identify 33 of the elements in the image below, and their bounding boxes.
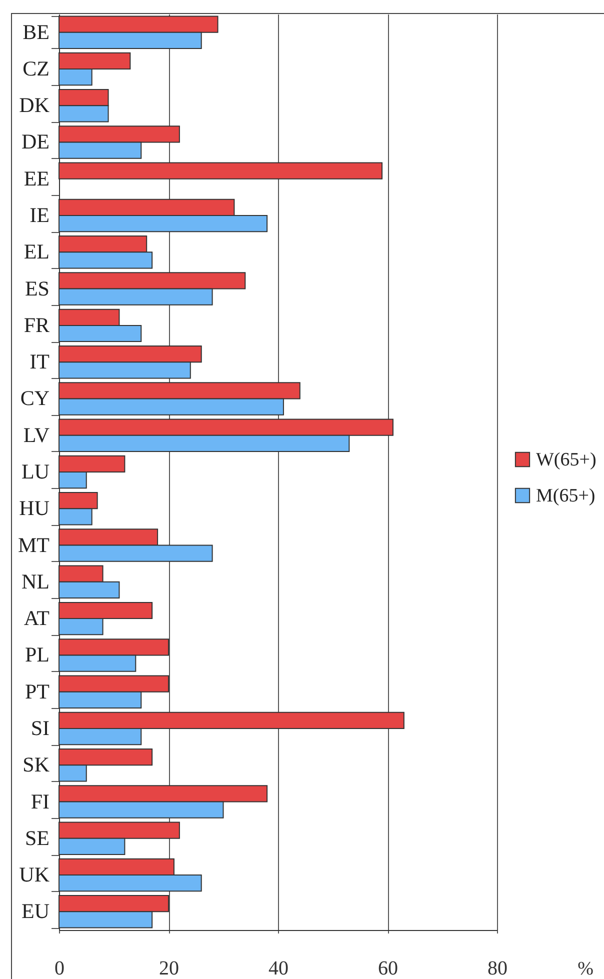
y-tick-label: SE bbox=[24, 826, 50, 850]
y-tick-label: FR bbox=[24, 312, 50, 337]
x-tick-label: 60 bbox=[378, 958, 398, 979]
y-tick-label: LV bbox=[23, 422, 50, 447]
y-tick-label: SK bbox=[22, 752, 50, 777]
y-tick-label: MT bbox=[18, 532, 50, 557]
y-tick-label: CY bbox=[20, 386, 50, 410]
x-tick-label: 80 bbox=[488, 958, 508, 979]
y-tick-label: PT bbox=[24, 679, 50, 704]
y-tick-label: DK bbox=[19, 93, 50, 118]
y-tick-label: LU bbox=[22, 460, 50, 484]
y-tick-label: IT bbox=[30, 350, 50, 374]
x-axis-title: % bbox=[578, 958, 594, 979]
y-tick-label: PL bbox=[24, 642, 50, 667]
y-tick-label: HU bbox=[19, 496, 50, 520]
legend-label: M(65+) bbox=[536, 486, 596, 506]
y-tick-label: DE bbox=[22, 130, 50, 154]
y-tick-label: NL bbox=[22, 569, 50, 594]
legend-label: W(65+) bbox=[536, 450, 596, 470]
y-tick-label: SI bbox=[30, 716, 50, 740]
y-tick-label: BE bbox=[22, 20, 50, 44]
y-tick-label: EE bbox=[24, 166, 50, 190]
y-tick-label: EU bbox=[22, 899, 50, 924]
x-tick-label: 20 bbox=[159, 958, 179, 979]
y-tick-label: EL bbox=[24, 240, 50, 264]
y-tick-label: UK bbox=[19, 862, 50, 887]
x-tick-label: 0 bbox=[54, 958, 64, 979]
y-tick-label: IE bbox=[30, 203, 50, 228]
y-tick-label: AT bbox=[24, 606, 50, 630]
y-tick-label: ES bbox=[24, 276, 50, 300]
x-tick-label: 40 bbox=[268, 958, 288, 979]
y-tick-label: CZ bbox=[22, 56, 50, 80]
y-tick-label: FI bbox=[30, 789, 50, 814]
